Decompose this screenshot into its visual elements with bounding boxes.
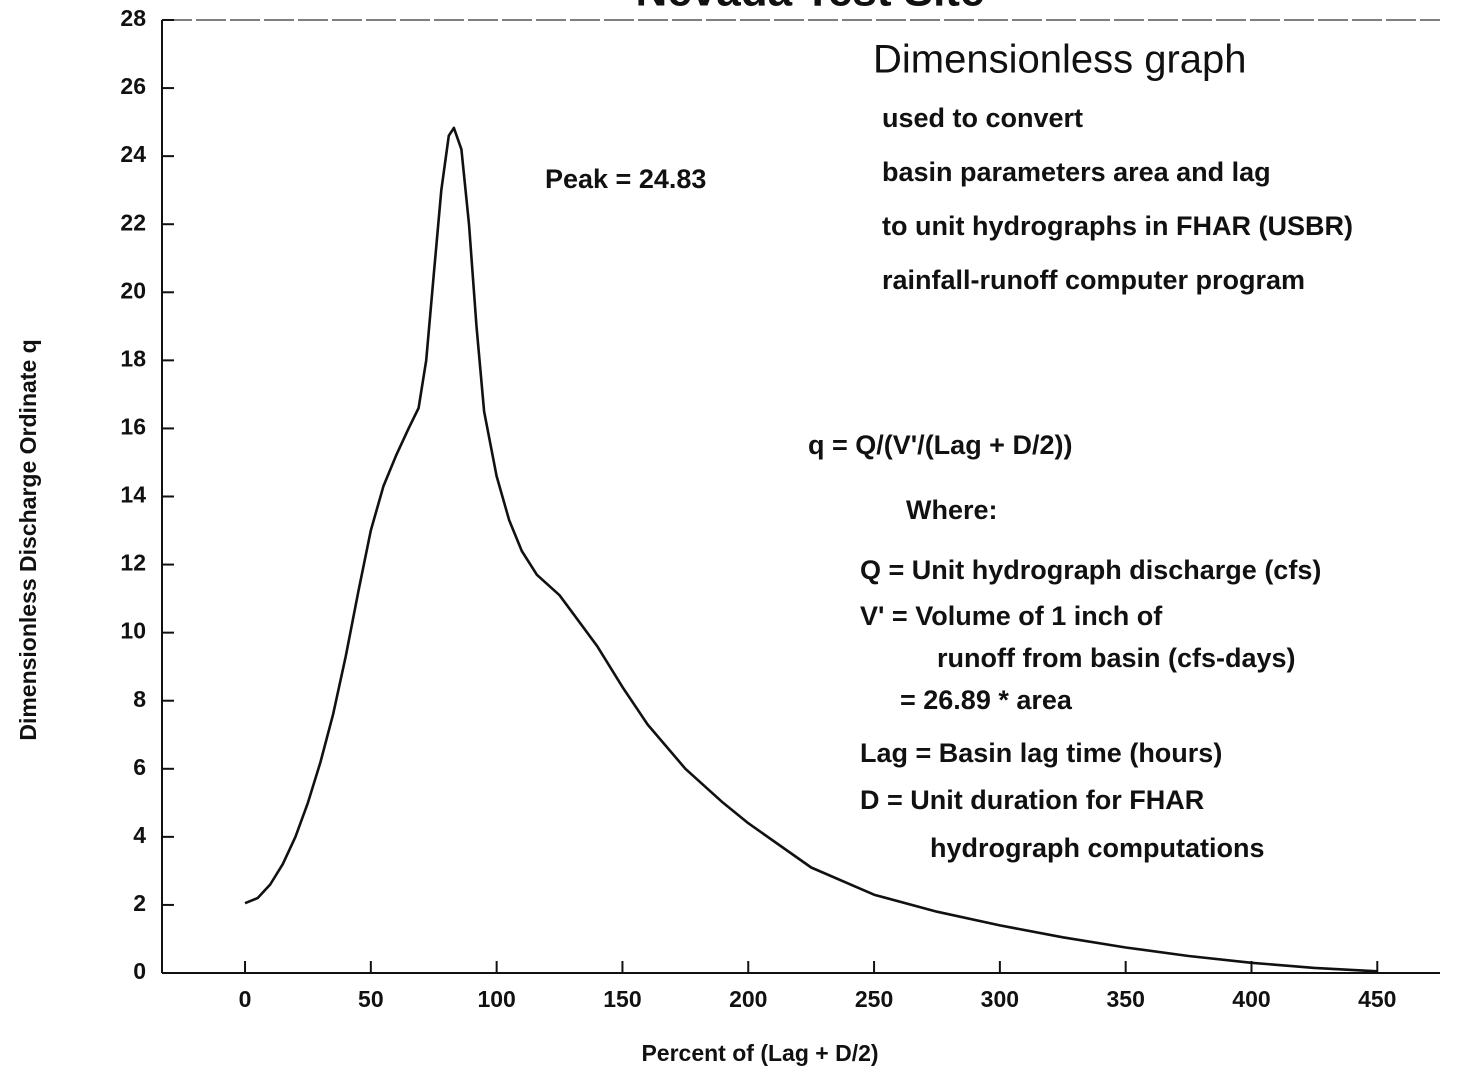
x-tick-label: 250 (855, 986, 893, 1012)
y-tick-label: 26 (120, 73, 146, 99)
y-tick-label: 10 (120, 618, 146, 644)
x-tick-label: 50 (358, 986, 384, 1012)
annotation: Where: (906, 495, 998, 525)
annotation: Q = Unit hydrograph discharge (cfs) (860, 555, 1321, 585)
y-tick-label: 8 (133, 686, 146, 712)
y-tick-label: 2 (133, 890, 146, 916)
annotation: basin parameters area and lag (882, 157, 1271, 187)
annotation: = 26.89 * area (900, 685, 1073, 715)
y-tick-label: 24 (120, 141, 146, 167)
y-axis-label: Dimensionless Discharge Ordinate q (15, 339, 41, 740)
x-tick-label: 150 (603, 986, 641, 1012)
annotation: hydrograph computations (930, 833, 1265, 863)
chart-title: Nevada Test Site (636, 0, 985, 16)
annotation: used to convert (882, 103, 1083, 133)
x-tick-label: 350 (1106, 986, 1144, 1012)
y-tick-label: 4 (133, 822, 146, 848)
annotation: runoff from basin (cfs-days) (937, 643, 1296, 673)
annotation: V' = Volume of 1 inch of (860, 601, 1163, 631)
y-tick-label: 6 (133, 754, 146, 780)
x-tick-label: 300 (981, 986, 1019, 1012)
y-tick-label: 12 (120, 550, 146, 576)
y-tick-label: 28 (120, 5, 146, 31)
line-series (244, 126, 1378, 973)
annotation: Dimensionless graph (873, 38, 1247, 82)
annotation: Lag = Basin lag time (hours) (860, 738, 1222, 768)
x-tick-label: 400 (1232, 986, 1270, 1012)
annotation: to unit hydrographs in FHAR (USBR) (882, 211, 1353, 241)
y-tick-label: 22 (120, 209, 146, 235)
y-tick-label: 0 (133, 958, 146, 984)
annotation: D = Unit duration for FHAR (860, 785, 1204, 815)
x-tick-label: 200 (729, 986, 767, 1012)
x-tick-label: 100 (477, 986, 515, 1012)
x-tick-label: 450 (1358, 986, 1396, 1012)
x-tick-label: 0 (239, 986, 252, 1012)
annotation: q = Q/(V'/(Lag + D/2)) (808, 430, 1072, 460)
y-tick-label: 18 (120, 345, 146, 371)
y-tick-label: 16 (120, 414, 146, 440)
y-tick-label: 20 (120, 277, 146, 303)
x-axis-label: Percent of (Lag + D/2) (641, 1040, 878, 1066)
annotation: Peak = 24.83 (545, 164, 706, 194)
annotation: rainfall-runoff computer program (882, 265, 1305, 295)
y-tick-label: 14 (120, 482, 146, 508)
